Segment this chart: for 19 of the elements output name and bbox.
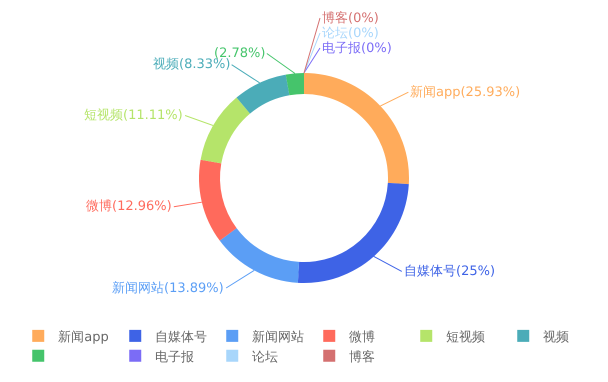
donut-slice: [304, 73, 409, 184]
legend-label: 电子报: [155, 350, 194, 365]
legend-label: 自媒体号: [155, 330, 208, 345]
data-label: 新闻app(25.93%): [410, 85, 520, 100]
text: 论坛(0%): [322, 26, 379, 41]
data-label: 新闻网站(13.89%): [112, 281, 224, 296]
legend-label: 视频: [543, 330, 570, 345]
data-label: 视频(8.33%): [153, 57, 230, 72]
data-label: 微博(12.96%): [86, 199, 172, 214]
legend-label: 新闻网站: [252, 330, 304, 345]
text: 博客(0%): [322, 11, 379, 26]
legend-label: 博客: [349, 348, 376, 365]
legend-label: 短视频: [446, 330, 486, 345]
data-label: 短视频(11.11%): [84, 108, 183, 123]
text: 电子报(0%): [322, 41, 392, 56]
data-label: 自媒体号(25%): [404, 264, 496, 279]
legend-label: 新闻app: [58, 330, 109, 345]
legend-label: 论坛: [252, 350, 278, 365]
legend-label: 微博: [349, 330, 376, 345]
